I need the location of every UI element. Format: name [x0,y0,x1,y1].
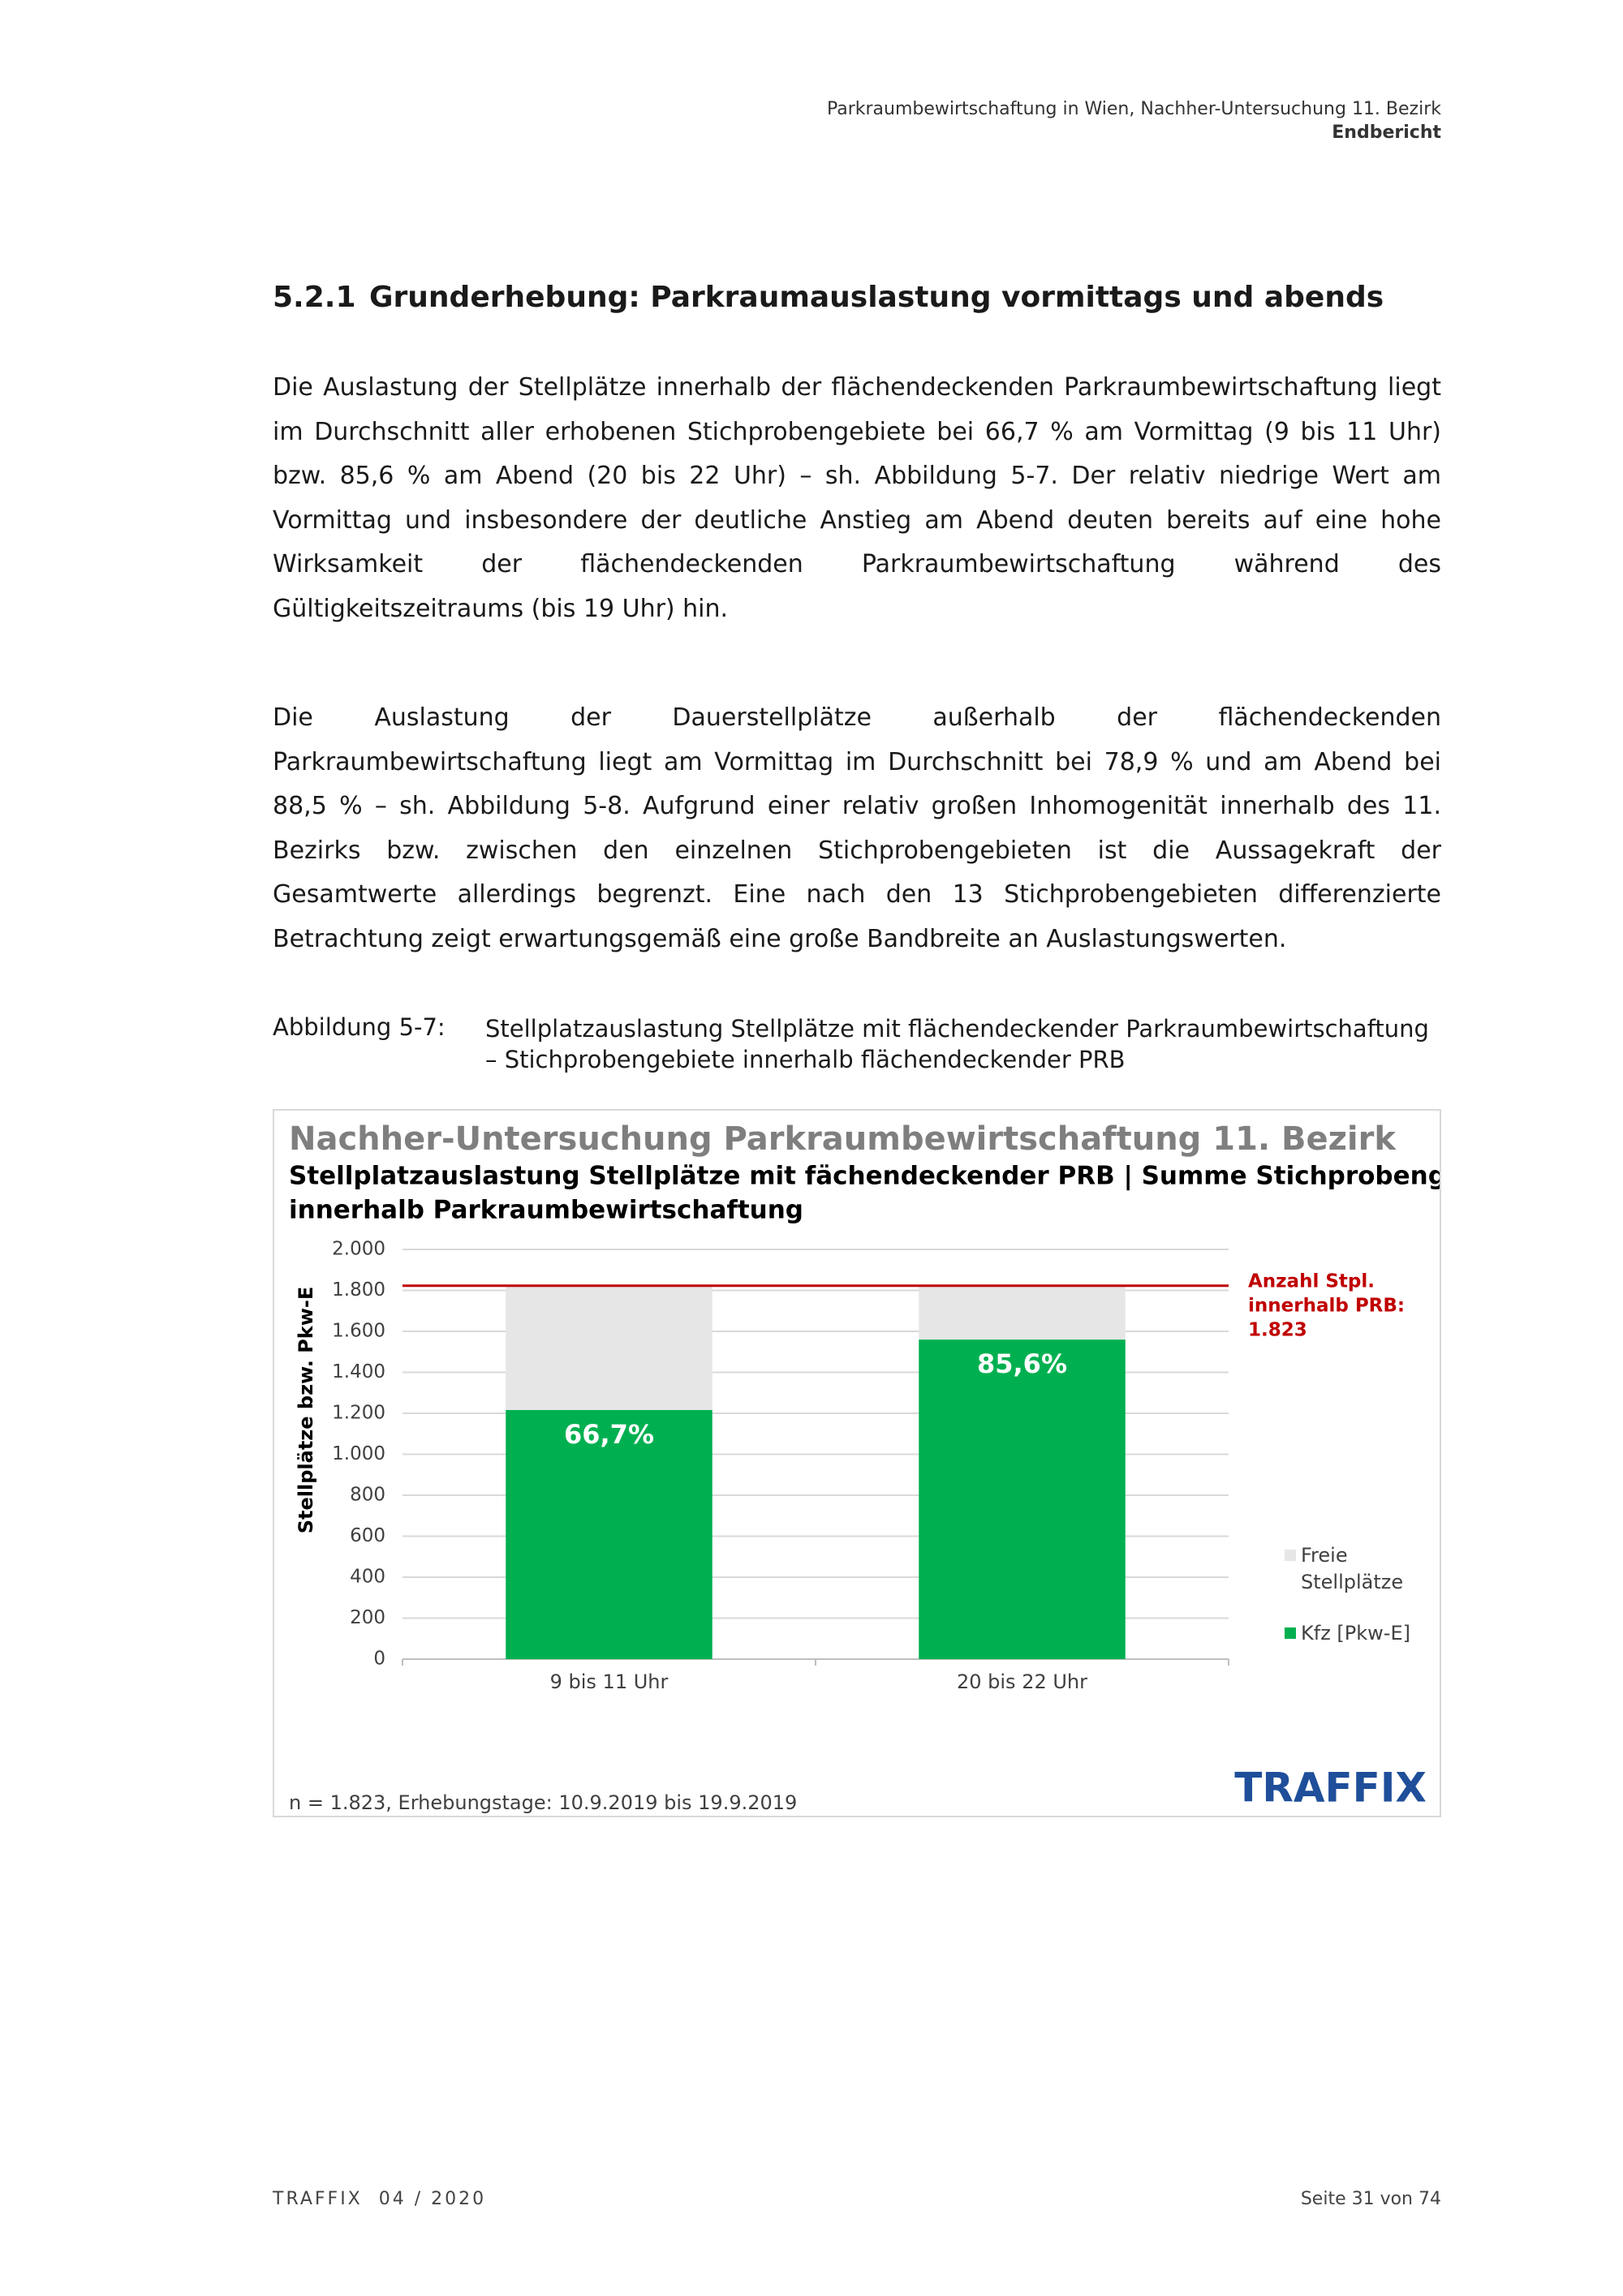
chart: Nachher-Untersuchung Parkraumbewirtschaf… [273,1109,1441,1817]
caption-text: Stellplatzauslastung Stellplätze mit flä… [485,1015,1429,1073]
reference-label: innerhalb PRB: [1248,1296,1405,1317]
y-tick-label: 400 [350,1567,385,1588]
y-tick-label: 1.600 [332,1321,385,1342]
x-tick-label: 20 bis 22 Uhr [957,1670,1087,1693]
bar [506,1285,712,1410]
y-tick-label: 1.800 [332,1279,385,1301]
y-tick-label: 1.000 [332,1443,385,1464]
reference-label: Anzahl Stpl. [1248,1271,1375,1292]
y-tick-label: 800 [350,1485,385,1506]
y-tick-label: 1.400 [332,1361,385,1382]
section-title: Grunderhebung: Parkraumauslastung vormit… [369,281,1384,314]
legend-label: Freie Stellplätze [1301,1544,1403,1593]
chart-subtitle: Stellplatzauslastung Stellplätze mit fäc… [289,1162,1441,1191]
bar [506,1409,712,1659]
legend-swatch [1285,1550,1296,1561]
y-tick-label: 600 [350,1525,385,1546]
chart-title: Nachher-Untersuchung Parkraumbewirtschaf… [289,1120,1397,1158]
chart-subtitle: innerhalb Parkraumbewirtschaftung [289,1196,803,1225]
footer-left: TRAFFIX 04 / 2020 [273,2189,487,2209]
reference-label: 1.823 [1248,1320,1307,1341]
y-tick-label: 200 [350,1607,385,1628]
logo: TRAFFIX [1234,1765,1427,1812]
header-title: Parkraumbewirtschaftung in Wien, Nachher… [826,99,1441,119]
y-axis-label: Stellplätze bzw. Pkw-E [295,1287,317,1534]
legend-label: Kfz [Pkw-E] [1301,1622,1410,1645]
y-tick-label: 2.000 [332,1239,385,1260]
bar [919,1285,1126,1340]
paragraph: Die Auslastung der Dauerstellplätze auße… [273,703,1441,953]
footer-right: Seite 31 von 74 [1300,2189,1441,2209]
paragraph: Die Auslastung der Stellplätze innerhalb… [273,373,1441,623]
x-tick-label: 9 bis 11 Uhr [550,1670,669,1693]
data-label: 85,6% [977,1348,1067,1379]
data-label: 66,7% [564,1419,654,1450]
header-subtitle: Endbericht [1332,123,1441,143]
legend-swatch [1285,1627,1296,1639]
caption-label: Abbildung 5-7: [273,1013,446,1041]
footnote: n = 1.823, Erhebungstage: 10.9.2019 bis … [289,1791,797,1814]
section-number: 5.2.1 [273,281,356,314]
bar [919,1339,1126,1659]
y-tick-label: 1.200 [332,1403,385,1424]
y-tick-label: 0 [373,1649,385,1670]
